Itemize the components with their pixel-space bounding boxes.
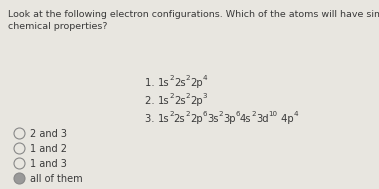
- Text: 2s: 2s: [174, 114, 185, 124]
- Text: 2: 2: [185, 74, 190, 81]
- Text: Look at the following electron configurations. Which of the atoms will have simi: Look at the following electron configura…: [8, 10, 379, 19]
- Text: 1 and 3: 1 and 3: [30, 159, 67, 169]
- Text: 1s: 1s: [158, 114, 169, 124]
- Text: 3: 3: [203, 92, 207, 98]
- Text: 1s: 1s: [158, 96, 169, 106]
- Text: 2: 2: [169, 111, 174, 116]
- Text: 4: 4: [293, 111, 298, 116]
- Text: 2: 2: [169, 74, 174, 81]
- Text: 2: 2: [252, 111, 256, 116]
- Text: 3.: 3.: [145, 114, 158, 124]
- Text: chemical properties?: chemical properties?: [8, 22, 108, 31]
- Text: 3p: 3p: [223, 114, 235, 124]
- Text: 4s: 4s: [240, 114, 252, 124]
- Text: 6: 6: [202, 111, 207, 116]
- Text: 2s: 2s: [174, 78, 185, 88]
- Text: 10: 10: [269, 111, 278, 116]
- Text: 2: 2: [219, 111, 223, 116]
- Text: all of them: all of them: [30, 174, 83, 184]
- Text: 2s: 2s: [174, 96, 185, 106]
- Text: 1.: 1.: [145, 78, 158, 88]
- Text: 2: 2: [185, 92, 190, 98]
- Text: 6: 6: [235, 111, 240, 116]
- Circle shape: [14, 173, 25, 184]
- Text: 2: 2: [185, 111, 190, 116]
- Text: 3s: 3s: [207, 114, 219, 124]
- Text: 2p: 2p: [190, 78, 203, 88]
- Text: 1s: 1s: [158, 78, 169, 88]
- Text: 3d: 3d: [256, 114, 269, 124]
- Text: 4p: 4p: [278, 114, 293, 124]
- Text: 2p: 2p: [190, 96, 203, 106]
- Text: 2 and 3: 2 and 3: [30, 129, 67, 139]
- Text: 4: 4: [203, 74, 207, 81]
- Text: 2p: 2p: [190, 114, 202, 124]
- Text: 2.: 2.: [145, 96, 158, 106]
- Text: 2: 2: [169, 92, 174, 98]
- Text: 1 and 2: 1 and 2: [30, 144, 67, 154]
